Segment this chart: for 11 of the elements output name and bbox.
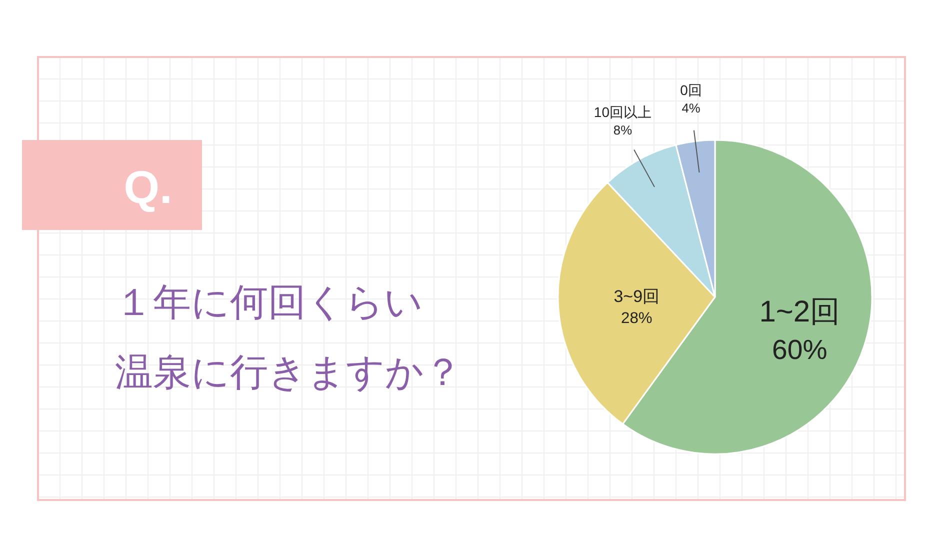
text: １年に何回くらい — [115, 282, 423, 324]
slice-label: 10回以上 — [594, 104, 652, 120]
data-label: 28% — [621, 310, 652, 328]
data-label: 8% — [613, 122, 632, 138]
data-label: 4% — [682, 100, 700, 116]
text: 温泉に行きますか？ — [115, 352, 462, 394]
text: Q. — [124, 161, 172, 213]
slice-label: 1~2回 — [759, 295, 840, 328]
slice-label: 3~9回 — [614, 286, 660, 306]
data-label: 60% — [772, 334, 828, 365]
slice-label: 0回 — [680, 82, 702, 98]
